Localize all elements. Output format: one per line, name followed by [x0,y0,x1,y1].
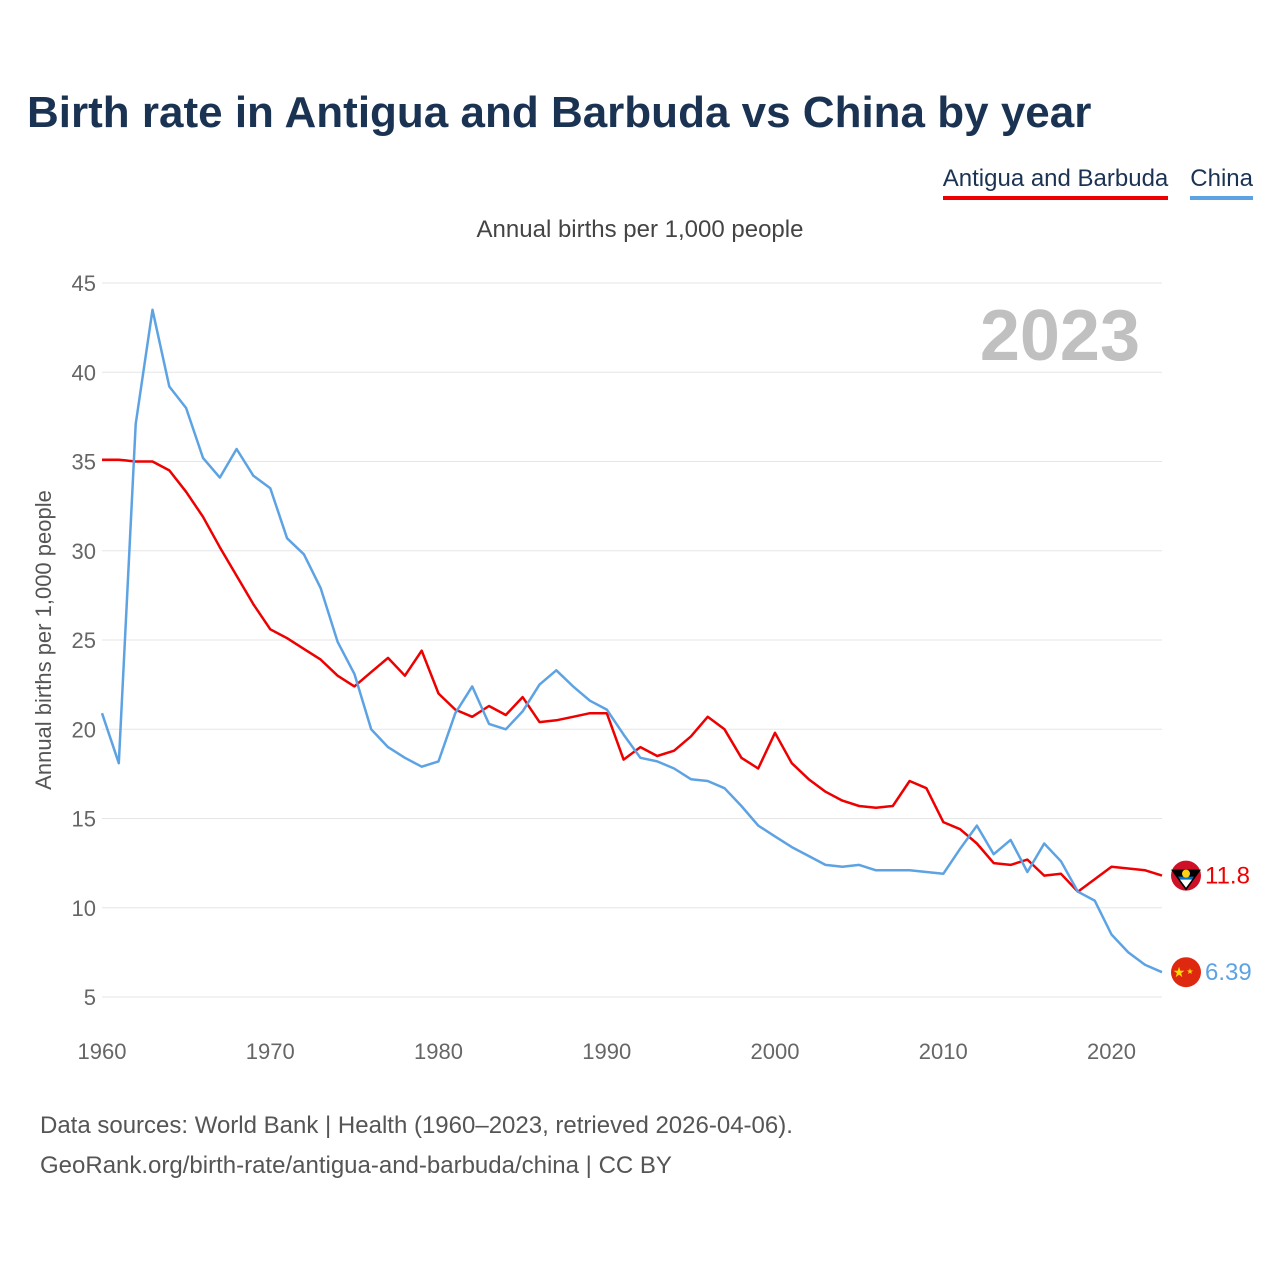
y-axis-ticks: 5 10 15 20 25 30 35 40 45 [72,271,96,1010]
end-labels: 11.8★ ★ 6.39 [1171,860,1252,988]
flag-icon-antigua-and-barbuda [1171,860,1201,891]
flag-icon-china: ★ ★ [1171,957,1201,988]
flag-sun [1182,869,1190,878]
flag-triangle-white [1180,879,1192,888]
y-tick-label-10: 10 [72,896,96,921]
footer: Data sources: World Bank | Health (1960–… [40,1106,793,1186]
y-tick-label-30: 30 [72,539,96,564]
legend: Antigua and Barbuda China [942,165,1253,200]
y-tick-label-15: 15 [72,807,96,832]
end-label-antigua-and-barbuda: 11.8 [1205,863,1250,890]
y-tick-label-20: 20 [72,717,96,742]
y-tick-label-25: 25 [72,628,96,653]
legend-item-antigua-and-barbuda[interactable]: Antigua and Barbuda [942,165,1169,200]
x-tick-label-1990: 1990 [582,1039,631,1064]
series-line-antigua-and-barbuda [102,458,1163,893]
gridlines [102,282,1162,998]
chart-subtitle: Annual births per 1,000 people [476,216,804,243]
year-watermark: 2023 [980,296,1140,376]
flag-star-small: ★ [1186,967,1193,976]
end-label-china: 6.39 [1205,959,1252,986]
flag-star-large: ★ [1173,964,1186,980]
x-tick-label-2010: 2010 [919,1039,968,1064]
flag-bg [1171,957,1201,988]
source-link[interactable]: GeoRank.org/birth-rate/antigua-and-barbu… [40,1152,672,1179]
series-line-china [100,308,1163,974]
y-tick-label-45: 45 [72,271,96,296]
legend-item-china[interactable]: China [1190,165,1253,200]
data-source-note: Data sources: World Bank | Health (1960–… [40,1112,793,1139]
x-tick-label-1980: 1980 [414,1039,463,1064]
y-tick-label-5: 5 [84,985,96,1010]
x-tick-label-2000: 2000 [751,1039,800,1064]
x-tick-label-1960: 1960 [78,1039,127,1064]
series-lines [100,308,1163,974]
x-axis-ticks: 1960 1970 1980 1990 2000 2010 2020 [78,1039,1136,1064]
x-tick-label-1970: 1970 [246,1039,295,1064]
x-tick-label-2020: 2020 [1087,1039,1136,1064]
y-tick-label-35: 35 [72,450,96,475]
y-tick-label-40: 40 [72,360,96,385]
y-axis-label: Annual births per 1,000 people [31,490,56,790]
chart-title: Birth rate in Antigua and Barbuda vs Chi… [27,88,1092,137]
